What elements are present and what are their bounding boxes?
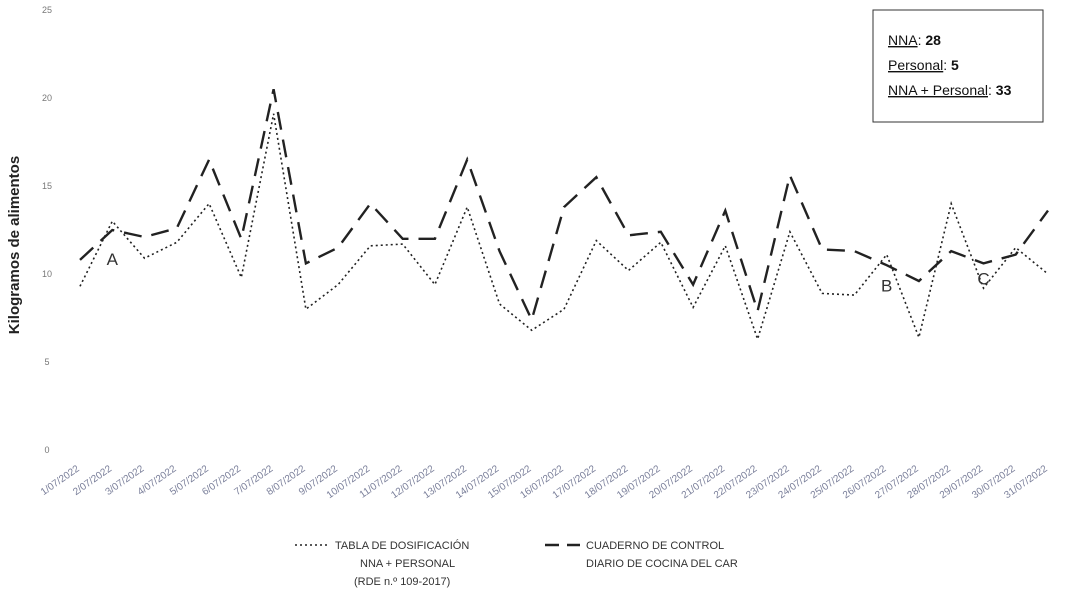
data-point <box>853 250 856 253</box>
data-point <box>821 248 824 251</box>
data-point <box>563 308 566 311</box>
info-total: NNA + Personal: 33 <box>888 82 1012 98</box>
y-tick-label: 20 <box>42 93 52 103</box>
data-point <box>401 237 404 240</box>
data-point <box>433 283 436 286</box>
data-point <box>498 302 501 305</box>
annotation-label: C <box>977 270 989 289</box>
series-points-dashed <box>79 88 1050 322</box>
data-point <box>79 285 82 288</box>
data-point <box>1047 273 1050 276</box>
data-point <box>433 237 436 240</box>
data-point <box>595 176 598 179</box>
data-point <box>659 241 662 244</box>
data-point <box>885 253 888 256</box>
legend-item-dashed: CUADERNO DE CONTROL DIARIO DE COCINA DEL… <box>545 540 738 570</box>
info-nna-value: 28 <box>925 32 941 48</box>
info-total-value: 33 <box>996 82 1012 98</box>
legend-label-dotted-line-3: (RDE n.º 109-2017) <box>354 576 450 588</box>
data-point <box>401 243 404 246</box>
data-point <box>692 283 695 286</box>
data-point <box>756 310 759 313</box>
data-point <box>1014 253 1017 256</box>
series-layer <box>79 88 1050 342</box>
info-box-border <box>872 9 1044 123</box>
annotations: A B C <box>107 250 990 295</box>
data-point <box>304 262 307 265</box>
data-point <box>175 241 178 244</box>
y-tick-label: 5 <box>44 357 49 367</box>
legend: TABLA DE DOSIFICACIÓN NNA + PERSONAL (RD… <box>295 539 738 588</box>
legend-label-dashed-line-2: DIARIO DE COCINA DEL CAR <box>586 558 738 570</box>
legend-item-dotted: TABLA DE DOSIFICACIÓN NNA + PERSONAL (RD… <box>295 539 469 588</box>
data-point <box>111 220 114 223</box>
data-point <box>79 258 82 261</box>
legend-label-dashed-line-1: CUADERNO DE CONTROL <box>586 540 724 552</box>
info-personal: Personal: 5 <box>888 57 959 73</box>
series-line-dotted <box>79 113 1049 342</box>
data-point <box>724 209 727 212</box>
data-point <box>143 236 146 239</box>
data-point <box>240 237 243 240</box>
data-point <box>950 250 953 253</box>
annotation-label: B <box>881 277 892 296</box>
data-point <box>1047 209 1050 212</box>
info-nna-label: NNA <box>888 32 918 48</box>
y-tick-label: 10 <box>42 269 52 279</box>
data-point <box>369 244 372 247</box>
data-point <box>369 202 372 205</box>
y-axis-label: Kilogramos de alimentos <box>6 156 23 334</box>
y-tick-label: 15 <box>42 181 52 191</box>
annotation-label: A <box>107 250 119 269</box>
data-point <box>982 262 985 265</box>
data-point <box>272 88 275 91</box>
data-point <box>595 239 598 242</box>
data-point <box>885 264 888 267</box>
data-point <box>788 174 791 177</box>
data-point <box>498 250 501 253</box>
data-point <box>208 158 211 161</box>
data-point <box>788 230 791 233</box>
x-axis-ticks: 1/07/20222/07/20223/07/20224/07/20225/07… <box>39 463 1050 501</box>
data-point <box>530 329 533 332</box>
info-personal-value: 5 <box>951 57 959 73</box>
data-point <box>1014 246 1017 249</box>
data-point <box>853 294 856 297</box>
data-point <box>563 206 566 209</box>
data-point <box>692 306 695 309</box>
data-point <box>917 336 920 339</box>
data-point <box>304 308 307 311</box>
data-point <box>917 280 920 283</box>
legend-label-dotted-line-2: NNA + PERSONAL <box>360 558 455 570</box>
series-points-dotted <box>79 112 1050 340</box>
legend-label-dotted-line-1: TABLA DE DOSIFICACIÓN <box>335 539 469 552</box>
data-point <box>175 227 178 230</box>
data-point <box>950 202 953 205</box>
data-point <box>337 283 340 286</box>
info-total-label: NNA + Personal <box>888 82 988 98</box>
data-point <box>724 244 727 247</box>
data-point <box>530 318 533 321</box>
data-point <box>466 206 469 209</box>
y-tick-label: 25 <box>42 5 52 15</box>
info-nna: NNA: 28 <box>888 32 941 48</box>
data-point <box>659 230 662 233</box>
series-line-dashed <box>79 88 1049 324</box>
data-point <box>111 229 114 232</box>
y-tick-label: 0 <box>44 445 49 455</box>
info-personal-label: Personal <box>888 57 943 73</box>
data-point <box>240 276 243 279</box>
data-point <box>627 269 630 272</box>
data-point <box>821 292 824 295</box>
data-point <box>143 257 146 260</box>
data-point <box>756 338 759 341</box>
info-box: NNA: 28 Personal: 5 NNA + Personal: 33 <box>872 9 1044 123</box>
data-point <box>272 112 275 115</box>
data-point <box>337 246 340 249</box>
data-point <box>208 202 211 205</box>
y-axis-ticks: 0 5 10 15 20 25 <box>42 5 52 455</box>
data-point <box>627 234 630 237</box>
data-point <box>466 158 469 161</box>
